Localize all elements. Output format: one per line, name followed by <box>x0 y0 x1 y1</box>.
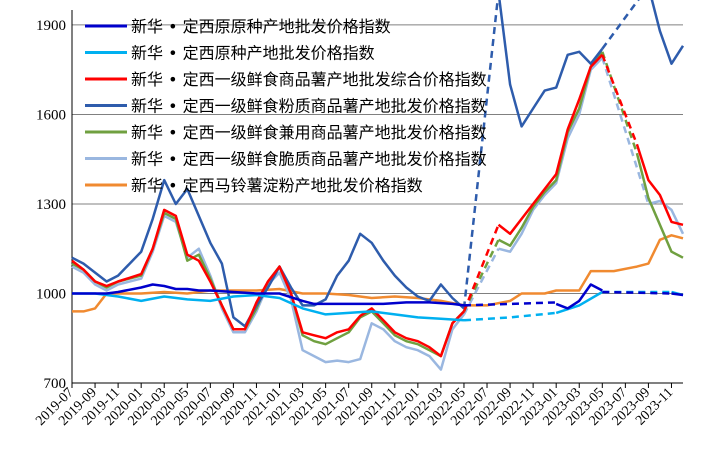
series-4-line <box>71 178 465 328</box>
y-tick-label: 1300 <box>36 197 66 213</box>
series-3-line-recent <box>497 53 604 236</box>
x-axis-ticks: 2019-072019-092019-112020-012020-032020-… <box>33 383 676 429</box>
series-4-dashed-gap-recent <box>601 0 640 50</box>
series-2-line-recent <box>555 290 603 315</box>
series-2-line <box>72 292 465 322</box>
legend-label-4: 新华 • 定西一级鲜食粉质商品薯产地批发价格指数 <box>131 97 487 116</box>
series-7-line <box>72 234 684 313</box>
series-3-dashed-gap <box>462 224 500 312</box>
series-5-line <box>71 211 465 358</box>
series-3-line-end <box>635 143 684 227</box>
series-1-line-recent <box>555 283 603 310</box>
series-1-dashed-gap <box>463 301 557 307</box>
series-5-line-recent <box>497 51 604 247</box>
y-tick-label: 1900 <box>36 18 66 34</box>
series-1-line <box>72 283 465 307</box>
y-axis-ticks: 700 1000 1300 1600 1900 <box>36 18 66 392</box>
legend-label-2: 新华 • 定西原种产地批发价格指数 <box>131 44 375 63</box>
series-5-dashed-gap <box>462 239 500 312</box>
legend-label-3: 新华 • 定西一级鲜食商品薯产地批发综合价格指数 <box>131 70 487 89</box>
series-3-dashed-gap-recent <box>601 54 639 145</box>
series-5-line-end <box>635 152 684 259</box>
series-4-line-end <box>650 0 685 65</box>
series-4-line-recent <box>498 0 604 128</box>
series-1-line-end <box>671 292 684 297</box>
legend-label-7: 新华 • 定西马铃薯淀粉产地批发价格指数 <box>131 176 423 195</box>
series-2-dashed-gap <box>463 311 557 322</box>
grid-lines <box>72 24 683 294</box>
series-6-dashed-gap-recent <box>601 57 650 205</box>
series-6-line-recent <box>498 56 604 253</box>
legend-label-1: 新华 • 定西原原种产地批发价格指数 <box>131 17 391 36</box>
legend-label-5: 新华 • 定西一级鲜食兼用商品薯产地批发价格指数 <box>131 123 487 142</box>
series-lines <box>71 0 685 371</box>
y-tick-label: 1000 <box>36 286 66 302</box>
series-6-dashed-gap <box>462 248 500 315</box>
series-4-dashed-gap <box>462 0 499 309</box>
axes <box>71 10 683 384</box>
y-tick-label: 700 <box>44 376 67 392</box>
y-tick-label: 1600 <box>36 107 66 123</box>
legend-label-6: 新华 • 定西一级鲜食脆质商品薯产地批发价格指数 <box>131 150 487 169</box>
series-3-line <box>71 208 465 358</box>
